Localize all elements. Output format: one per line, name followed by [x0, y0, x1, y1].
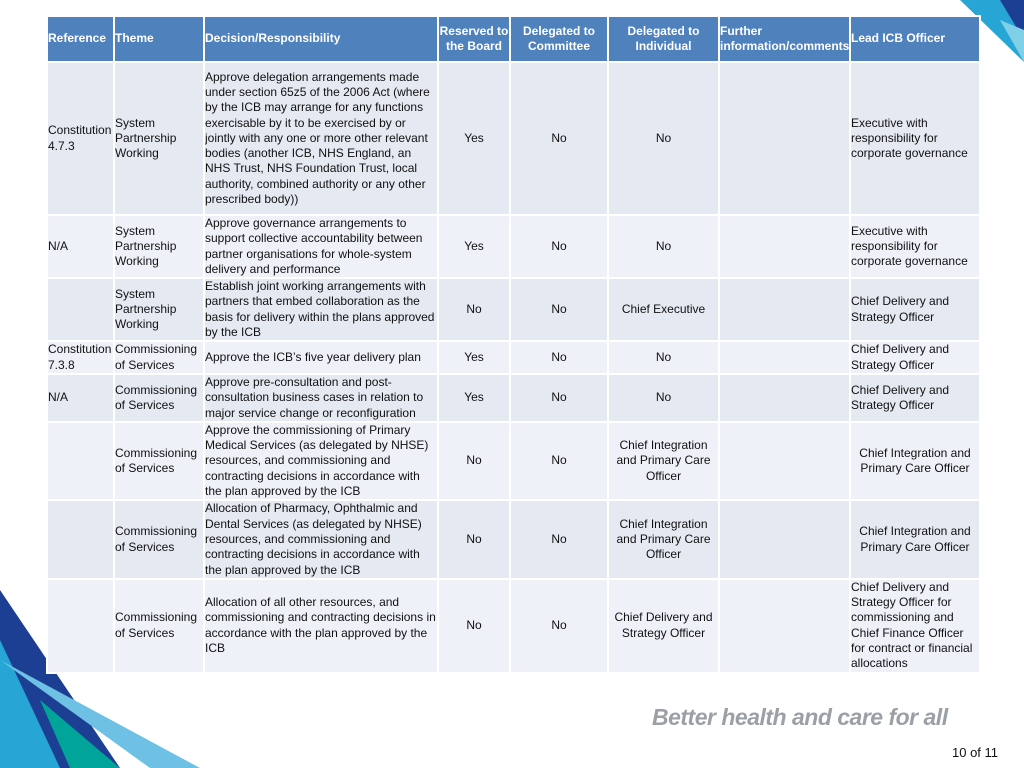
table-cell: No: [437, 277, 511, 343]
table-cell: Approve governance arrangements to suppo…: [203, 213, 439, 280]
table-cell: No: [509, 372, 609, 423]
header-cell: Theme: [113, 15, 205, 63]
table-cell: [46, 499, 115, 580]
delegation-table: Reference Theme Decision/Responsibility Res…: [46, 15, 981, 674]
table-cell: Approve the ICB’s five year delivery pla…: [203, 340, 439, 375]
table-cell: Commissioning of Services: [113, 420, 205, 502]
table-cell: Approve pre-consultation and post-consul…: [203, 372, 439, 423]
table-cell: Commissioning of Services: [113, 340, 205, 375]
table-row: Constitution 7.3.8 Commissioning of Servi…: [46, 340, 981, 375]
table-cell: Commissioning of Services: [113, 577, 205, 674]
header-cell: Reserved to the Board: [437, 15, 511, 63]
table-cell: Approve delegation arrangements made und…: [203, 61, 439, 216]
table-cell: [718, 277, 851, 343]
table-cell: Chief Delivery and Strategy Officer: [849, 340, 981, 375]
table-row: Commissioning of Services Allocation of a…: [46, 577, 981, 674]
table-cell: [718, 372, 851, 423]
table-cell: Yes: [437, 61, 511, 216]
table-cell: No: [607, 340, 720, 375]
table-cell: No: [509, 213, 609, 280]
table-cell: No: [509, 499, 609, 580]
table-cell: [718, 213, 851, 280]
table-cell: No: [437, 499, 511, 580]
table-cell: No: [509, 61, 609, 216]
table-cell: [718, 61, 851, 216]
table-cell: No: [509, 340, 609, 375]
table-cell: Chief Delivery and Strategy Officer: [849, 372, 981, 423]
table-cell: Executive with responsibility for corpor…: [849, 213, 981, 280]
table-cell: Approve the commissioning of Primary Med…: [203, 420, 439, 502]
header-cell: Delegated to Individual: [607, 15, 720, 63]
table-cell: [46, 277, 115, 343]
table-cell: [718, 420, 851, 502]
header-row: Reference Theme Decision/Responsibility Res…: [46, 15, 981, 63]
table-cell: [46, 420, 115, 502]
table-cell: No: [607, 213, 720, 280]
table-cell: Chief Integration and Primary Care Offic…: [607, 499, 720, 580]
table-cell: No: [509, 277, 609, 343]
header-cell: Reference: [46, 15, 115, 63]
table-cell: No: [607, 372, 720, 423]
table-cell: Yes: [437, 213, 511, 280]
table-cell: Chief Delivery and Strategy Officer: [849, 277, 981, 343]
table-cell: Chief Integration and Primary Care Offic…: [607, 420, 720, 502]
table-row: N/A System Partnership Working Approve gov…: [46, 213, 981, 280]
table-cell: Executive with responsibility for corpor…: [849, 61, 981, 216]
table-cell: System Partnership Working: [113, 213, 205, 280]
table-cell: No: [437, 420, 511, 502]
table-cell: Commissioning of Services: [113, 499, 205, 580]
table-cell: Constitution 4.7.3: [46, 61, 115, 216]
table-cell: Establish joint working arrangements wit…: [203, 277, 439, 343]
table-cell: Allocation of all other resources, and c…: [203, 577, 439, 674]
table-row: N/A Commissioning of Services Approve pre-…: [46, 372, 981, 423]
table-cell: System Partnership Working: [113, 277, 205, 343]
table-row: Commissioning of Services Approve the com…: [46, 420, 981, 502]
table-cell: Commissioning of Services: [113, 372, 205, 423]
table-cell: [718, 499, 851, 580]
table-cell: N/A: [46, 372, 115, 423]
table-cell: Chief Delivery and Strategy Officer for …: [849, 577, 981, 674]
table-cell: Yes: [437, 340, 511, 375]
table-cell: No: [607, 61, 720, 216]
table-cell: Chief Delivery and Strategy Officer: [607, 577, 720, 674]
table-cell: Chief Integration and Primary Care Offic…: [849, 420, 981, 502]
table-cell: Allocation of Pharmacy, Ophthalmic and D…: [203, 499, 439, 580]
table-cell: Chief Integration and Primary Care Offic…: [849, 499, 981, 580]
table-cell: [718, 577, 851, 674]
header-cell: Further information/comments: [718, 15, 851, 63]
page-number: 10 of 11: [952, 745, 999, 760]
table-cell: System Partnership Working: [113, 61, 205, 216]
header-cell: Decision/Responsibility: [203, 15, 439, 63]
table-cell: Chief Executive: [607, 277, 720, 343]
table-cell: No: [509, 577, 609, 674]
table-cell: No: [509, 420, 609, 502]
header-cell: Lead ICB Officer: [849, 15, 981, 63]
table-row: Constitution 4.7.3 System Partnership Wor…: [46, 61, 981, 216]
table-cell: No: [437, 577, 511, 674]
header-cell: Delegated to Committee: [509, 15, 609, 63]
table-cell: Yes: [437, 372, 511, 423]
table-row: Commissioning of Services Allocation of P…: [46, 499, 981, 580]
slogan: Better health and care for all: [652, 704, 948, 730]
table-cell: N/A: [46, 213, 115, 280]
table-cell: [46, 577, 115, 674]
table-cell: [718, 340, 851, 375]
table-cell: Constitution 7.3.8: [46, 340, 115, 375]
table-row: System Partnership Working Establish join…: [46, 277, 981, 343]
